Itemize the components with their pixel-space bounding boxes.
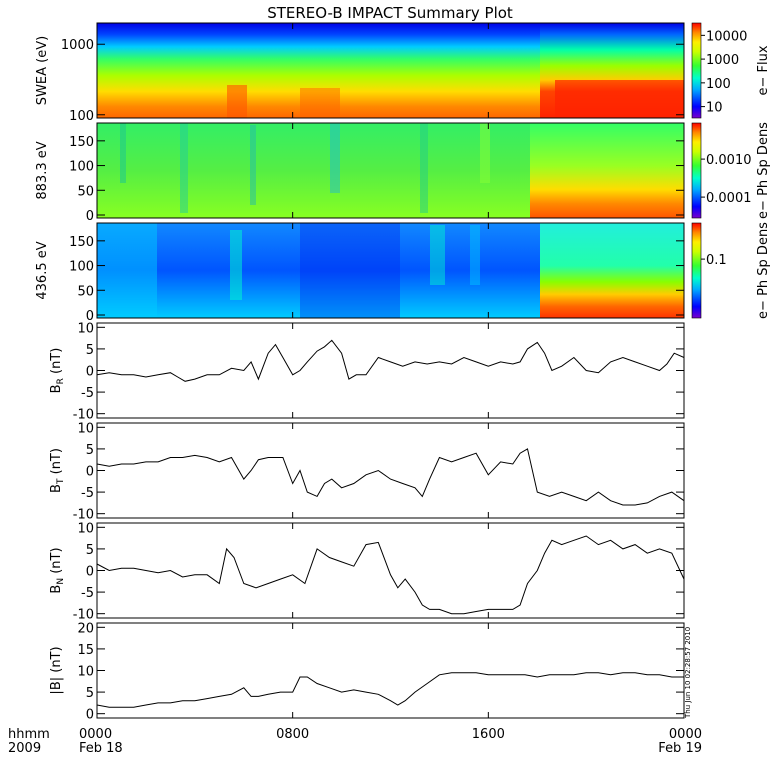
ytick-label-swea: 100 <box>69 109 94 124</box>
panel-frame-bn <box>96 522 685 619</box>
figure-title: STEREO-B IMPACT Summary Plot <box>267 4 513 22</box>
xtick-date: Feb 19 <box>658 741 702 756</box>
colorbar-label-swea: e− Flux <box>756 45 771 95</box>
colorbar-tick-pad436: 0.1 <box>706 253 727 268</box>
ytick-label-pad436: 100 <box>69 260 94 275</box>
xtick-hhmm: 0800 <box>276 727 309 742</box>
colorbar-pad-436 <box>691 222 702 319</box>
ytick-label-pad436: 150 <box>69 235 94 250</box>
pad-436-spectrogram <box>97 223 684 318</box>
ylabel-br: BR (nT) <box>49 348 66 394</box>
ytick-label-pad883: 0 <box>86 209 94 224</box>
colorbar-tick-swea: 100 <box>706 77 731 92</box>
xtick-date: Feb 18 <box>79 741 123 756</box>
colorbar-label-pad883: e− Ph Sp Dens <box>756 122 771 219</box>
ylabel-bn: BN (nT) <box>49 547 66 593</box>
ytick-label-bmag: 0 <box>86 708 94 723</box>
ytick-label-pad883: 100 <box>69 160 94 175</box>
ytick-label-bn: -10 <box>73 608 94 623</box>
ytick-label-bmag: 15 <box>77 643 94 658</box>
panel-frame-pad436 <box>96 222 685 319</box>
ytick-label-pad883: 150 <box>69 135 94 150</box>
ytick-label-br: 5 <box>86 343 94 358</box>
colorbar-tick-swea: 10000 <box>706 29 747 44</box>
series-line-bmag <box>96 672 684 708</box>
ytick-label-bt: 5 <box>86 443 94 458</box>
ytick-label-swea: 1000 <box>61 38 94 53</box>
xtick-hhmm: 0000 <box>669 727 702 742</box>
ytick-label-pad883: 50 <box>77 184 94 199</box>
x-axis-label-bottom: 2009 <box>8 741 41 756</box>
swea-spectrogram <box>97 23 684 118</box>
ytick-label-bt: -10 <box>73 508 94 523</box>
pad-883-spectrogram <box>97 123 684 218</box>
ylabel-pad883: 883.3 eV <box>35 141 50 199</box>
panel-frame-bmag <box>96 622 685 719</box>
colorbar-swea <box>691 22 702 119</box>
xtick-hhmm: 0000 <box>79 727 112 742</box>
ytick-label-bmag: 10 <box>77 665 94 680</box>
ylabel-pad436: 436.5 eV <box>35 241 50 299</box>
colorbar-pad-883 <box>691 122 702 219</box>
colorbar-tick-swea: 10 <box>706 101 723 116</box>
ytick-label-bn: 10 <box>77 521 94 536</box>
ytick-label-bn: 0 <box>86 565 94 580</box>
panel-frame-bt <box>96 422 685 519</box>
colorbar-label-pad436: e− Ph Sp Dens <box>756 222 771 319</box>
series-line-br <box>96 339 685 382</box>
ytick-label-br: -5 <box>81 386 94 401</box>
colorbar-tick-pad883: 0.0001 <box>706 191 752 206</box>
ytick-label-bt: 0 <box>86 465 94 480</box>
ylabel-bmag: |B| (nT) <box>49 646 64 694</box>
ytick-label-bn: 5 <box>86 543 94 558</box>
ytick-label-pad436: 0 <box>86 309 94 324</box>
timestamp: Thu Jun 10 02:28:57 2010 <box>684 627 692 719</box>
ytick-label-bmag: 20 <box>77 621 94 636</box>
xtick-hhmm: 1600 <box>472 727 505 742</box>
colorbar-tick-pad883: 0.0010 <box>706 153 752 168</box>
panel-frame-pad883 <box>96 122 685 219</box>
x-axis-label-top: hhmm <box>8 727 50 742</box>
ytick-label-br: -10 <box>73 408 94 423</box>
ylabel-bt: BT (nT) <box>49 448 66 493</box>
ytick-label-bmag: 5 <box>86 686 94 701</box>
panel-frame-swea <box>96 22 685 119</box>
ytick-label-bn: -5 <box>81 586 94 601</box>
ytick-label-bt: 10 <box>77 421 94 436</box>
ytick-label-br: 0 <box>86 365 94 380</box>
ytick-label-pad436: 50 <box>77 284 94 299</box>
ytick-label-br: 10 <box>77 321 94 336</box>
ylabel-swea: SWEA (eV) <box>35 36 50 105</box>
colorbar-tick-swea: 1000 <box>706 53 739 68</box>
panel-frame-br <box>96 322 685 419</box>
series-line-bt <box>96 448 685 506</box>
series-line-bn <box>96 535 685 615</box>
ytick-label-bt: -5 <box>81 486 94 501</box>
